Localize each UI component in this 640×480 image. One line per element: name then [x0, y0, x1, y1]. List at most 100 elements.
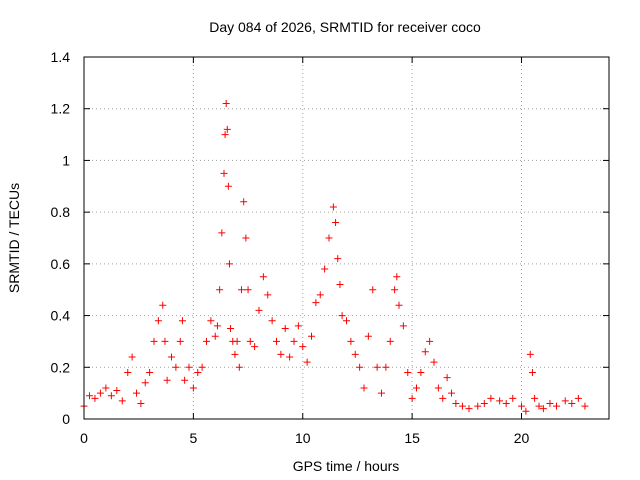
data-point — [395, 301, 403, 309]
data-point — [382, 363, 390, 371]
data-point — [364, 332, 372, 340]
data-point — [233, 337, 241, 345]
x-tick-label: 5 — [189, 430, 197, 446]
data-point — [178, 317, 186, 325]
data-point — [277, 350, 285, 358]
data-point — [281, 325, 289, 332]
data-point — [321, 265, 329, 273]
data-point — [218, 229, 226, 237]
data-point — [268, 317, 276, 325]
data-point — [221, 131, 229, 139]
data-point — [413, 384, 420, 392]
data-point — [434, 384, 442, 392]
data-point — [531, 394, 539, 402]
data-point — [216, 286, 224, 294]
data-point — [222, 100, 230, 108]
data-point — [259, 273, 267, 281]
y-tick-labels: 0 0.2 0.4 0.6 0.8 1 1.2 1.4 — [51, 49, 71, 427]
y-tick-label: 0.8 — [51, 204, 71, 220]
data-point — [509, 394, 517, 402]
data-point — [244, 286, 252, 294]
data-point — [334, 255, 342, 263]
data-point — [223, 125, 231, 133]
data-point — [502, 399, 510, 407]
data-point — [535, 402, 543, 410]
data-point — [347, 337, 355, 345]
data-point — [168, 353, 175, 361]
x-tick-label: 0 — [80, 430, 88, 446]
y-axis-title: SRMTID / TECUs — [6, 183, 22, 293]
data-point — [231, 350, 239, 358]
data-point — [189, 384, 197, 392]
data-point — [399, 322, 407, 330]
data-point — [581, 402, 589, 410]
data-point — [163, 376, 171, 384]
data-point — [133, 389, 140, 397]
data-point — [161, 337, 169, 345]
data-point — [360, 384, 368, 392]
data-point — [213, 322, 221, 330]
data-point — [264, 291, 272, 299]
data-point — [181, 376, 189, 384]
data-point — [408, 394, 416, 402]
axis-ticks — [83, 56, 609, 420]
data-point — [332, 218, 340, 226]
data-point — [118, 397, 126, 405]
data-point — [303, 358, 311, 366]
data-point — [194, 368, 202, 376]
y-tick-label: 1.4 — [51, 49, 71, 65]
chart-title: Day 084 of 2026, SRMTID for receiver coc… — [209, 19, 481, 35]
data-point — [430, 358, 438, 366]
data-point — [198, 363, 206, 371]
data-point — [546, 399, 554, 407]
data-point — [290, 337, 298, 345]
grid-lines — [84, 57, 609, 419]
data-point — [294, 322, 302, 330]
data-point — [351, 350, 359, 358]
data-point — [246, 337, 254, 345]
data-point — [426, 337, 434, 345]
data-point — [338, 312, 346, 320]
data-point — [465, 405, 473, 413]
data-point — [251, 343, 259, 351]
data-point — [526, 350, 534, 358]
y-tick-label: 0.6 — [51, 256, 71, 272]
data-point — [235, 363, 243, 371]
data-point — [474, 402, 482, 410]
data-point — [299, 343, 307, 351]
data-point — [391, 286, 399, 294]
data-point — [448, 389, 455, 397]
data-point — [325, 234, 333, 242]
x-tick-labels: 0 5 10 15 20 — [80, 430, 529, 446]
data-point — [172, 363, 180, 371]
data-point — [207, 317, 215, 325]
data-point — [329, 203, 337, 211]
data-point — [356, 363, 364, 371]
data-point — [439, 394, 447, 402]
data-point — [386, 337, 394, 345]
x-tick-label: 20 — [514, 430, 530, 446]
data-point — [107, 392, 115, 400]
data-point — [373, 363, 381, 371]
data-point — [568, 399, 576, 407]
y-tick-label: 0.4 — [51, 308, 71, 324]
data-point — [220, 169, 228, 177]
plot-frame — [83, 56, 610, 420]
data-point — [452, 399, 460, 407]
data-point — [225, 260, 233, 268]
data-point — [91, 394, 99, 402]
data-point — [561, 397, 569, 405]
data-point — [336, 281, 344, 289]
data-point — [343, 317, 350, 325]
data-point — [522, 407, 530, 415]
x-tick-label: 15 — [404, 430, 420, 446]
data-point — [286, 353, 294, 361]
x-tick-label: 10 — [295, 430, 311, 446]
data-point — [316, 291, 324, 299]
data-point — [85, 392, 93, 400]
y-tick-label: 1 — [62, 152, 70, 168]
y-tick-label: 1.2 — [51, 101, 71, 117]
data-point — [242, 234, 250, 242]
data-point — [113, 387, 121, 395]
